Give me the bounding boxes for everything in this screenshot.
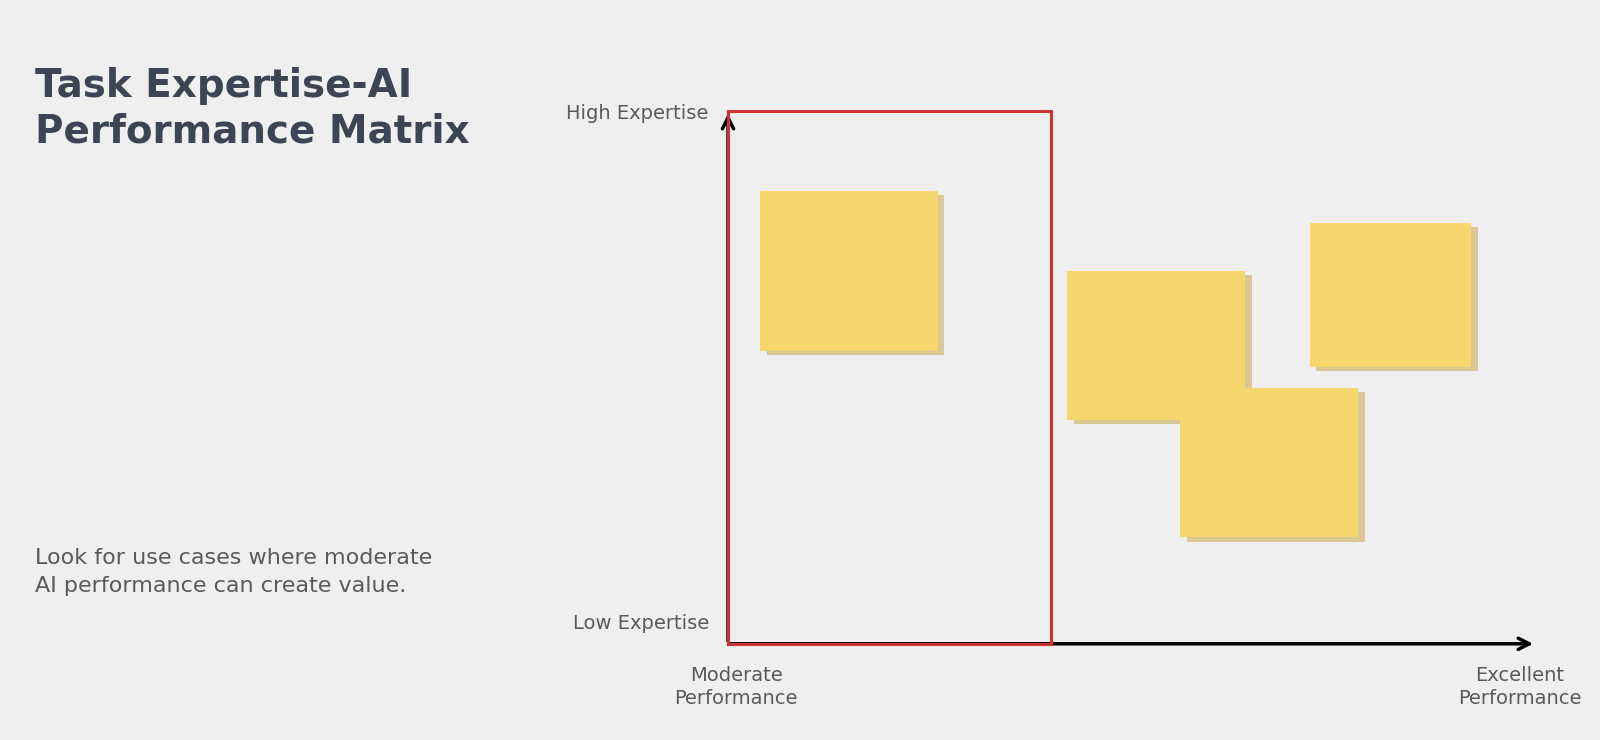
FancyBboxPatch shape [1067, 271, 1245, 420]
Text: High Expertise: High Expertise [566, 104, 709, 123]
Text: Low Expertise: Low Expertise [573, 613, 709, 633]
Text: Look for use cases where moderate
AI performance can create value.: Look for use cases where moderate AI per… [35, 548, 432, 596]
Text: Excellent
Performance: Excellent Performance [1458, 666, 1582, 708]
FancyBboxPatch shape [1074, 275, 1251, 425]
Text: Task Expertise-AI
Performance Matrix: Task Expertise-AI Performance Matrix [35, 67, 470, 150]
FancyBboxPatch shape [760, 191, 938, 351]
FancyBboxPatch shape [1181, 388, 1358, 537]
FancyBboxPatch shape [766, 195, 944, 355]
Text: Moderate
Performance: Moderate Performance [674, 666, 798, 708]
FancyBboxPatch shape [1310, 223, 1472, 367]
FancyBboxPatch shape [1317, 227, 1478, 371]
FancyBboxPatch shape [1187, 392, 1365, 542]
